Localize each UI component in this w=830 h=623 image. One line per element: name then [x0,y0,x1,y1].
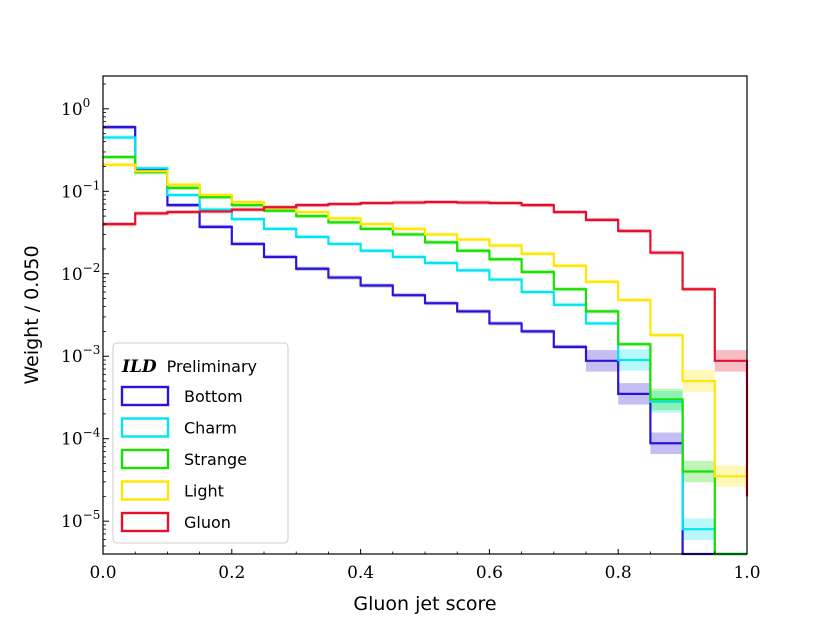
legend-title: ILD Preliminary [121,357,257,377]
x-tick-label: 0.6 [476,563,503,583]
series-charm-line [103,136,747,556]
series-strange-line [103,155,747,556]
y-tick-label: 10−5 [61,508,100,532]
x-tick-label: 1.0 [733,563,760,583]
x-tick-label: 0.2 [218,563,245,583]
legend-swatch-charm [120,417,170,438]
y-axis-label: Weight / 0.050 [21,245,43,384]
x-axis-ticks: 0.0 0.2 0.4 0.6 0.8 1.0 [89,549,761,583]
y-tick-label: 10−4 [61,426,101,450]
legend-title-ild: ILD [121,357,157,377]
legend-frame [112,342,289,544]
legend-title-preliminary: Preliminary [167,357,257,376]
series-bottom-line [103,126,747,556]
legend-swatch-gluon [120,511,170,533]
legend-label-light: Light [184,482,224,501]
legend-label-charm: Charm [184,419,237,438]
legend: ILD Preliminary Bottom Charm Strange Light G… [112,342,289,544]
legend-label-gluon: Gluon [184,513,231,532]
y-tick-label: 10−3 [61,343,100,367]
legend-label-strange: Strange [184,450,247,469]
legend-items: Bottom Charm Strange Light Gluon [120,385,247,533]
y-tick-label: 100 [61,96,90,120]
legend-swatch-light [120,480,170,501]
x-tick-label: 0.4 [347,563,374,583]
y-axis-ticks: 100 10−1 10−2 10−3 10−4 10−5 [61,83,109,547]
x-tick-label: 0.0 [89,563,116,583]
legend-swatch-strange [120,448,170,470]
y-tick-label: 10−1 [61,178,100,202]
x-axis-label: Gluon jet score [353,593,496,615]
legend-label-bottom: Bottom [184,387,243,406]
y-tick-label: 10−2 [61,261,100,285]
series-group [103,126,749,556]
series-gluon-line [103,200,749,497]
series-light-line [103,163,747,478]
legend-swatch-bottom [120,385,170,407]
x-tick-label: 0.8 [605,563,632,583]
